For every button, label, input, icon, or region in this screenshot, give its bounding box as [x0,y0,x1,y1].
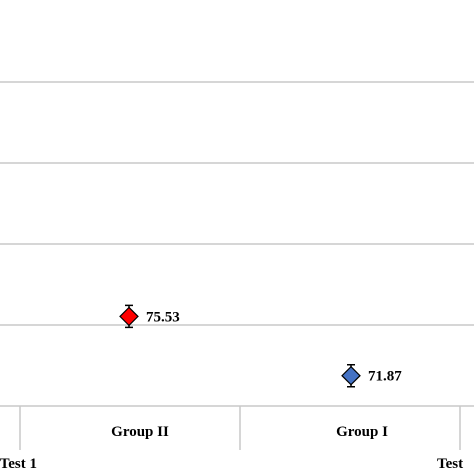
data-points: 75.53 71.87 [119,304,402,388]
data-label: 75.53 [146,309,180,325]
x-tick-label-group-ii: Group II [111,424,169,440]
diamond-marker [119,306,139,327]
diamond-marker [341,365,361,386]
x-tick-label-group-i: Group I [336,424,388,440]
group-label-test-1: Test 1 [0,456,37,472]
gridlines [0,81,474,326]
data-label: 71.87 [368,369,402,385]
data-point: 75.53 [119,304,180,329]
x-axis: Group II Group I Test 1 Test [0,405,474,472]
data-point: 71.87 [341,363,402,388]
group-label-test: Test [437,456,463,472]
